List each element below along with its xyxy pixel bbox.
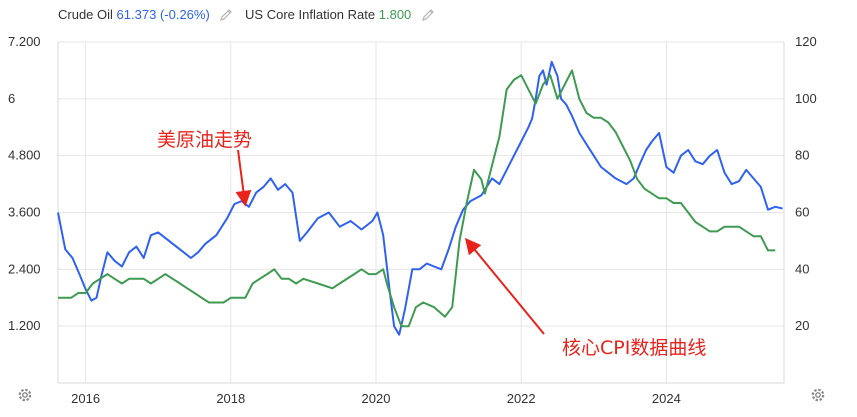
y-right-tick-label: 80 bbox=[795, 148, 809, 163]
y-right-tick-label: 20 bbox=[795, 318, 809, 333]
y-right-tick-label: 40 bbox=[795, 261, 809, 276]
legend-crude-label[interactable]: Crude Oil bbox=[58, 7, 113, 23]
y-left-tick-label: 6 bbox=[8, 91, 15, 106]
legend-crude-value: 61.373 bbox=[116, 7, 157, 23]
gear-icon[interactable] bbox=[809, 386, 827, 404]
y-left-tick-label: 2.400 bbox=[8, 261, 41, 276]
legend-cpi-value: 1.800 bbox=[378, 7, 412, 23]
y-right-tick-label: 100 bbox=[795, 91, 817, 106]
y-left-tick-label: 4.800 bbox=[8, 148, 41, 163]
core-inflation-line bbox=[58, 69, 776, 328]
x-tick-label: 2020 bbox=[362, 391, 391, 406]
crude-oil-line bbox=[57, 60, 783, 336]
x-tick-label: 2022 bbox=[507, 391, 536, 406]
gear-icon[interactable] bbox=[16, 386, 34, 404]
pencil-icon[interactable] bbox=[421, 8, 435, 22]
x-tick-label: 2024 bbox=[652, 391, 681, 406]
x-tick-label: 2016 bbox=[71, 391, 100, 406]
annotation-core-cpi: 核心CPI数据曲线 bbox=[562, 337, 706, 359]
y-left-tick-label: 7.200 bbox=[8, 34, 41, 49]
annotation-arrow bbox=[464, 237, 545, 335]
annotation-crude-oil: 美原油走势 bbox=[157, 129, 252, 151]
x-tick-label: 2018 bbox=[216, 391, 245, 406]
y-left-tick-label: 1.200 bbox=[8, 318, 41, 333]
pencil-icon[interactable] bbox=[219, 8, 233, 22]
y-left-tick-label: 3.600 bbox=[8, 205, 41, 220]
y-right-tick-label: 60 bbox=[795, 205, 809, 220]
legend-cpi-label[interactable]: US Core Inflation Rate bbox=[245, 7, 376, 23]
annotation-arrow bbox=[235, 149, 252, 207]
legend: Crude Oil 61.373 (-0.26%) US Core Inflat… bbox=[58, 6, 443, 22]
legend-crude-change: (-0.26%) bbox=[159, 7, 210, 23]
y-right-tick-label: 120 bbox=[795, 34, 817, 49]
